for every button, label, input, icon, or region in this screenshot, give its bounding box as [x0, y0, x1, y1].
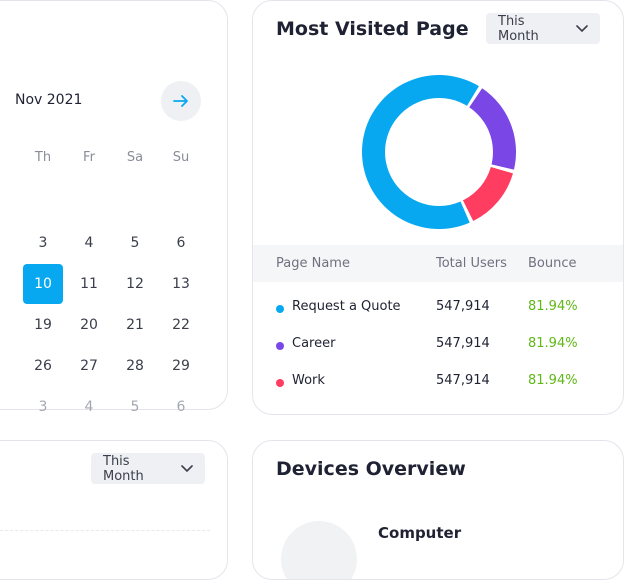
- total-users: 547,914: [436, 336, 490, 351]
- page-name: Career: [292, 336, 336, 351]
- calendar-day[interactable]: 6: [176, 399, 186, 415]
- calendar-day[interactable]: 5: [130, 235, 140, 251]
- bounce-rate: 81.94%: [528, 299, 578, 314]
- device-icon-circle: [281, 521, 357, 579]
- calendar-day[interactable]: 3: [38, 235, 48, 251]
- calendar-day[interactable]: 19: [34, 317, 52, 333]
- column-header-total-users: Total Users: [436, 256, 507, 271]
- calendar-day[interactable]: 22: [172, 317, 190, 333]
- period-dropdown[interactable]: This Month: [91, 453, 205, 484]
- calendar-day[interactable]: 3: [0, 305, 1, 345]
- calendar-day[interactable]: 27: [80, 358, 98, 374]
- calendar-day[interactable]: 4: [84, 399, 94, 415]
- weekday-header: Sa: [126, 150, 144, 165]
- bounce-rate: 81.94%: [528, 336, 578, 351]
- calendar-day[interactable]: 29: [172, 358, 190, 374]
- weekday-header: Fr: [83, 150, 95, 165]
- calendar-month-label: Nov 2021: [15, 92, 83, 108]
- bottom-left-card: This Month: [0, 440, 228, 580]
- most-visited-card: Most Visited Page This Month Page Name T…: [252, 0, 624, 415]
- device-name: Computer: [378, 524, 462, 542]
- calendar-day[interactable]: 3: [38, 399, 48, 415]
- weekday-header: Th: [34, 150, 52, 165]
- chevron-down-icon: [576, 24, 588, 33]
- calendar-day[interactable]: 13: [172, 276, 190, 292]
- weekday-header: e: [0, 150, 1, 165]
- calendar-day[interactable]: 28: [126, 358, 144, 374]
- chart-gridline: [0, 530, 210, 531]
- calendar-day[interactable]: 5: [130, 399, 140, 415]
- bounce-rate: 81.94%: [528, 373, 578, 388]
- total-users: 547,914: [436, 373, 490, 388]
- legend-dot: [276, 305, 284, 313]
- calendar-day-selected[interactable]: 10: [23, 264, 63, 304]
- card-title: Most Visited Page: [276, 18, 469, 40]
- legend-dot: [276, 379, 284, 387]
- donut-chart: [362, 74, 516, 229]
- weekday-header: Su: [172, 150, 190, 165]
- column-header-bounce: Bounce: [528, 256, 577, 271]
- page-name: Work: [292, 373, 325, 388]
- calendar-day[interactable]: 12: [126, 276, 144, 292]
- period-dropdown[interactable]: This Month: [486, 13, 600, 44]
- calendar-day[interactable]: 4: [84, 235, 94, 251]
- calendar-day[interactable]: 6: [176, 235, 186, 251]
- column-header-page-name: Page Name: [276, 256, 350, 271]
- next-month-button[interactable]: [161, 81, 201, 121]
- calendar-day[interactable]: 11: [80, 276, 98, 292]
- page-name: Request a Quote: [292, 299, 401, 314]
- calendar-day[interactable]: 20: [80, 317, 98, 333]
- table-header: [253, 245, 623, 282]
- legend-dot: [276, 342, 284, 350]
- arrow-right-icon: [173, 95, 188, 107]
- devices-overview-card: Devices Overview Computer: [252, 440, 624, 580]
- calendar-day[interactable]: 5: [0, 346, 1, 386]
- calendar-day[interactable]: 21: [126, 317, 144, 333]
- calendar-card: Nov 2021 e Th Fr Sa Su 3 4 5 6 10 11 12 13 3 19 20 21 22 5…: [0, 0, 228, 415]
- period-label: This Month: [103, 453, 144, 484]
- chevron-down-icon: [181, 464, 193, 473]
- calendar-day[interactable]: 26: [34, 358, 52, 374]
- card-title: Devices Overview: [276, 458, 466, 480]
- period-label: This Month: [498, 13, 539, 44]
- total-users: 547,914: [436, 299, 490, 314]
